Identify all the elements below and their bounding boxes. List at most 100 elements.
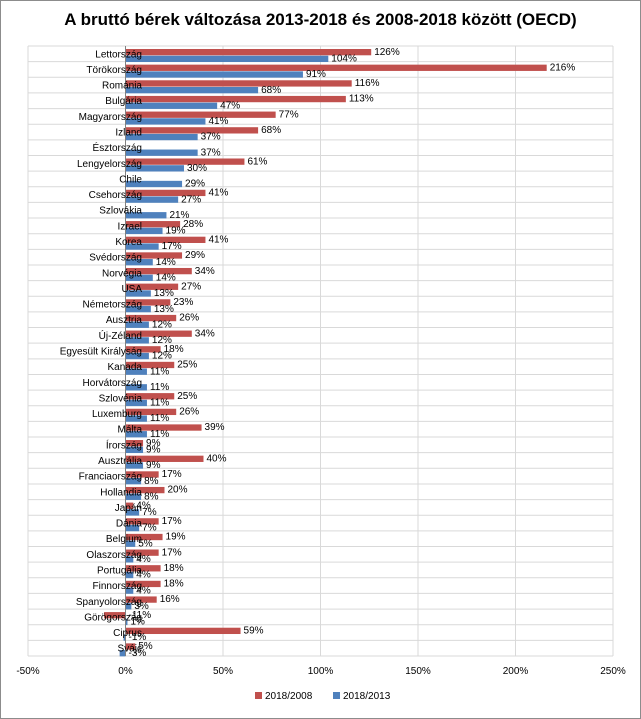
data-label: 5% bbox=[138, 538, 153, 549]
data-label: 9% bbox=[146, 445, 161, 456]
legend-label: 2018/2008 bbox=[265, 691, 313, 702]
data-label: 17% bbox=[162, 241, 182, 252]
category-label: Spanyolország bbox=[76, 597, 142, 608]
bar-red bbox=[125, 440, 144, 447]
bar-blue bbox=[125, 462, 144, 469]
category-label: Bulgária bbox=[105, 96, 142, 107]
data-label: 34% bbox=[195, 328, 215, 339]
data-label: -1% bbox=[129, 632, 147, 643]
data-label: 17% bbox=[162, 516, 182, 527]
data-label: 11% bbox=[150, 429, 169, 440]
data-label: 59% bbox=[244, 626, 264, 637]
bar-blue bbox=[125, 321, 149, 328]
category-label: Japán bbox=[115, 503, 142, 514]
data-label: 41% bbox=[208, 116, 228, 127]
data-label: 4% bbox=[136, 585, 151, 596]
bar-red bbox=[125, 80, 352, 87]
bar-blue bbox=[125, 71, 303, 78]
bar-red bbox=[125, 580, 161, 588]
category-label: Ausztrália bbox=[98, 456, 142, 467]
bar-blue bbox=[125, 368, 147, 375]
data-label: 21% bbox=[169, 210, 189, 221]
bar-blue bbox=[125, 274, 153, 281]
bar-blue bbox=[125, 133, 198, 141]
data-label: 9% bbox=[146, 438, 161, 449]
bar-red bbox=[125, 455, 204, 462]
category-label: Chile bbox=[119, 174, 142, 185]
data-label: 16% bbox=[160, 594, 180, 605]
data-label: 4% bbox=[136, 554, 151, 565]
bar-blue bbox=[125, 149, 198, 156]
bar-blue bbox=[125, 165, 184, 172]
category-label: Luxemburg bbox=[92, 409, 142, 420]
legend-swatch bbox=[333, 692, 340, 699]
data-label: 7% bbox=[142, 523, 157, 534]
data-label: 41% bbox=[208, 234, 228, 245]
bar-blue bbox=[125, 259, 153, 266]
bar-blue bbox=[125, 399, 147, 407]
data-label: 4% bbox=[136, 500, 151, 511]
data-label: 37% bbox=[201, 147, 221, 158]
bar-red bbox=[125, 95, 346, 103]
data-label: 29% bbox=[185, 179, 205, 190]
category-label: Törökország bbox=[86, 65, 142, 76]
data-label: 37% bbox=[201, 132, 221, 143]
category-label: Finnország bbox=[93, 581, 142, 592]
data-label: 12% bbox=[152, 319, 172, 330]
data-label: 1% bbox=[130, 617, 145, 628]
bar-red bbox=[125, 502, 134, 509]
bar-red bbox=[125, 424, 202, 431]
bar-blue bbox=[125, 587, 134, 594]
data-label: 47% bbox=[220, 100, 240, 111]
data-label: 14% bbox=[156, 272, 176, 283]
category-label: Románia bbox=[102, 81, 142, 92]
data-label: 29% bbox=[185, 250, 205, 261]
data-label: 14% bbox=[156, 257, 176, 268]
category-label: Dánia bbox=[116, 519, 143, 530]
bar-blue bbox=[125, 431, 147, 438]
bar-blue bbox=[125, 556, 134, 563]
bar-red bbox=[125, 267, 192, 275]
data-label: 13% bbox=[154, 304, 174, 315]
category-label: USA bbox=[121, 284, 142, 295]
bar-blue bbox=[125, 571, 134, 579]
data-label: 34% bbox=[195, 266, 215, 277]
x-tick-label: 50% bbox=[213, 666, 233, 677]
category-label: Szlovákia bbox=[99, 206, 142, 217]
bar-red bbox=[125, 565, 161, 572]
data-label: 25% bbox=[177, 391, 197, 402]
category-label: Málta bbox=[118, 425, 143, 436]
data-label: 216% bbox=[550, 62, 576, 73]
data-label: -11% bbox=[129, 610, 152, 621]
bar-red bbox=[104, 612, 126, 619]
data-label: 26% bbox=[179, 407, 199, 418]
category-label: Izland bbox=[115, 128, 142, 139]
bar-blue bbox=[125, 305, 151, 313]
bar-blue bbox=[125, 227, 163, 235]
data-label: 68% bbox=[261, 85, 281, 96]
data-label: 3% bbox=[134, 601, 149, 612]
category-label: Ausztria bbox=[106, 315, 143, 326]
bar-red bbox=[125, 408, 177, 416]
category-label: Csehország bbox=[89, 190, 142, 201]
data-label: 18% bbox=[164, 563, 184, 574]
category-label: Izrael bbox=[118, 221, 142, 232]
bar-blue bbox=[125, 618, 128, 626]
category-label: Szlovénia bbox=[99, 393, 143, 404]
category-label: Svédország bbox=[89, 253, 142, 264]
category-label: Horvátország bbox=[83, 378, 142, 389]
x-tick-label: 100% bbox=[308, 666, 334, 677]
bar-red bbox=[125, 361, 175, 369]
data-label: 8% bbox=[144, 491, 159, 502]
data-label: 9% bbox=[146, 460, 161, 471]
category-label: Franciaország bbox=[79, 472, 142, 483]
bar-blue bbox=[125, 118, 206, 125]
data-label: 91% bbox=[306, 69, 326, 80]
data-label: 8% bbox=[144, 476, 159, 487]
data-label: 40% bbox=[207, 453, 227, 464]
bar-blue bbox=[125, 243, 159, 250]
data-label: 27% bbox=[181, 194, 201, 205]
data-label: 30% bbox=[187, 163, 207, 174]
bar-red bbox=[125, 627, 241, 635]
data-label: 26% bbox=[179, 313, 199, 324]
